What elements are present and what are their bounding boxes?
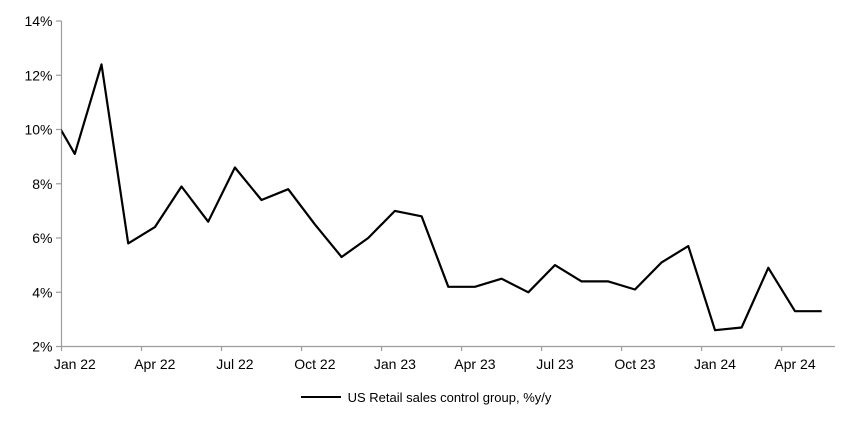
y-tick-label: 6% — [32, 230, 52, 246]
x-tick-label: Jan 22 — [54, 356, 96, 372]
x-tick-label: Apr 23 — [454, 356, 495, 372]
x-tick-label: Apr 22 — [134, 356, 175, 372]
y-tick-label: 10% — [24, 122, 52, 138]
x-tick-label: Jan 24 — [694, 356, 736, 372]
x-tick-label: Jul 23 — [536, 356, 574, 372]
y-tick-label: 8% — [32, 176, 52, 192]
x-tick-label: Apr 24 — [774, 356, 815, 372]
x-tick-label: Oct 23 — [614, 356, 655, 372]
y-tick-label: 4% — [32, 284, 52, 300]
y-tick-label: 12% — [24, 67, 52, 83]
series-line — [61, 63, 822, 332]
x-tick-label: Jul 22 — [216, 356, 254, 372]
chart-legend: US Retail sales control group, %y/y — [0, 389, 852, 405]
axis-lines — [60, 21, 835, 348]
y-tick-label: 14% — [24, 13, 52, 29]
x-tick-label: Jan 23 — [374, 356, 416, 372]
legend-line-swatch — [300, 396, 341, 398]
y-tick-label: 2% — [32, 339, 52, 355]
x-tick-label: Oct 22 — [294, 356, 335, 372]
legend-label: US Retail sales control group, %y/y — [347, 389, 552, 405]
